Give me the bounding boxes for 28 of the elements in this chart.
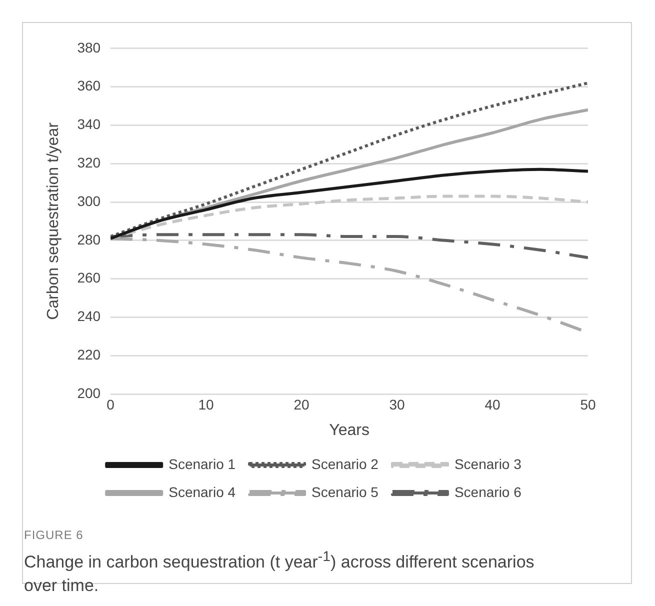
y-tick-label: 340 (77, 116, 101, 132)
y-tick-label: 380 (77, 39, 101, 56)
y-tick-label: 240 (77, 308, 101, 324)
y-tick-label: 200 (77, 384, 101, 401)
y-tick-label: 300 (77, 192, 101, 209)
x-tick-label: 10 (198, 396, 214, 412)
legend-label: Scenario 1 (168, 456, 236, 472)
x-tick-label: 20 (294, 396, 310, 412)
legend-label: Scenario 3 (454, 456, 522, 472)
legend-label: Scenario 4 (168, 484, 236, 500)
legend-label: Scenario 5 (312, 484, 379, 500)
text: Change in carbon sequestration (t year$^{-1}$) across different scenarios over time. (24, 549, 534, 595)
y-axis-title: Carbon sequestration t/year (45, 122, 62, 320)
x-tick-label: 40 (484, 396, 501, 412)
y-tick-label: 280 (77, 231, 101, 248)
line-series (110, 194, 588, 240)
y-tick-label: 220 (77, 346, 101, 362)
x-tick-label: 0 (106, 396, 115, 412)
legend-label: Scenario 2 (312, 456, 379, 472)
x-axis-title: Years (329, 422, 370, 439)
y-tick-label: 260 (77, 270, 101, 286)
y-tick-label: 320 (77, 154, 101, 170)
x-tick-label: 30 (389, 396, 406, 412)
legend-label: Scenario 6 (454, 484, 522, 500)
caption: FIGURE 6 (24, 528, 84, 542)
y-tick-label: 360 (77, 78, 101, 94)
x-tick-label: 50 (580, 396, 596, 412)
line-series (110, 168, 588, 240)
